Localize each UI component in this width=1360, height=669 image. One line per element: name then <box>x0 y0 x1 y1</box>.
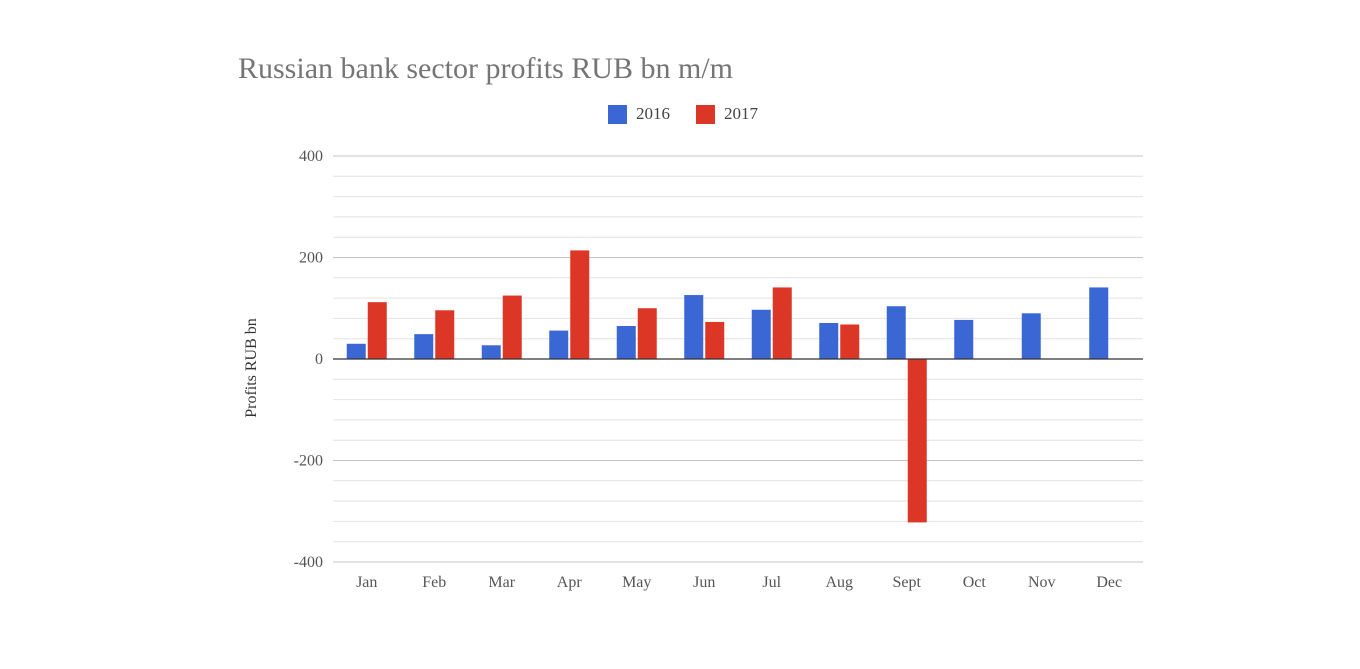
grid-layer <box>333 155 1143 563</box>
bar-2017-mar <box>502 295 522 359</box>
y-tick-label: -200 <box>294 453 323 470</box>
y-tick-label: 0 <box>315 351 323 368</box>
legend: 2016 2017 <box>608 104 758 124</box>
bars-layer <box>346 250 1109 523</box>
bar-2016-mar <box>481 345 501 359</box>
y-axis-label: Profits RUB bn <box>243 318 260 418</box>
bar-2016-dec <box>1089 287 1109 359</box>
x-tick-label: Apr <box>557 574 583 591</box>
chart-title: Russian bank sector profits RUB bn m/m <box>238 52 733 85</box>
x-tick-label: Aug <box>825 574 853 591</box>
x-tick-label: Sept <box>893 574 922 591</box>
legend-swatch-2017 <box>696 104 715 124</box>
x-tick-label: Nov <box>1028 574 1056 591</box>
x-tick-label: Feb <box>422 574 446 591</box>
x-tick-label: Jun <box>693 574 715 591</box>
bar-2016-sept <box>886 306 906 359</box>
bar-2017-feb <box>435 310 455 359</box>
y-tick-label: 200 <box>299 250 323 267</box>
bar-2016-nov <box>1021 313 1041 359</box>
bar-2017-jan <box>367 302 387 359</box>
bar-2016-jul <box>751 309 771 359</box>
bar-2017-aug <box>840 324 860 359</box>
legend-item-2016: 2016 <box>608 104 670 124</box>
legend-swatch-2016 <box>608 104 627 124</box>
y-tick-label: -400 <box>294 554 323 571</box>
x-tick-label: Dec <box>1096 574 1122 591</box>
bar-2016-jan <box>346 343 366 359</box>
bar-2016-apr <box>549 330 569 359</box>
x-tick-label: Jan <box>356 574 377 591</box>
legend-item-2017: 2017 <box>696 104 758 124</box>
bar-2017-apr <box>570 250 590 359</box>
y-tick-label: 400 <box>299 148 323 165</box>
x-tick-label: May <box>622 574 651 591</box>
x-tick-label: Jul <box>762 574 781 591</box>
bar-2017-jul <box>772 287 792 359</box>
bar-2016-aug <box>819 322 839 359</box>
legend-label-2017: 2017 <box>724 104 758 123</box>
bar-2016-may <box>616 326 636 359</box>
bar-2017-jun <box>705 321 725 359</box>
x-tick-label: Oct <box>963 574 987 591</box>
bar-2016-feb <box>414 334 434 359</box>
axis-layer: 400 200 0 -200 -400 Jan Feb Mar Apr May Jun Jul Aug S… <box>294 148 1143 591</box>
x-tick-label: Mar <box>488 574 515 591</box>
bar-2017-may <box>637 308 657 359</box>
bar-2016-jun <box>684 295 704 359</box>
bar-2017-sept <box>907 359 927 523</box>
legend-label-2016: 2016 <box>636 104 670 123</box>
bar-2016-oct <box>954 319 974 359</box>
